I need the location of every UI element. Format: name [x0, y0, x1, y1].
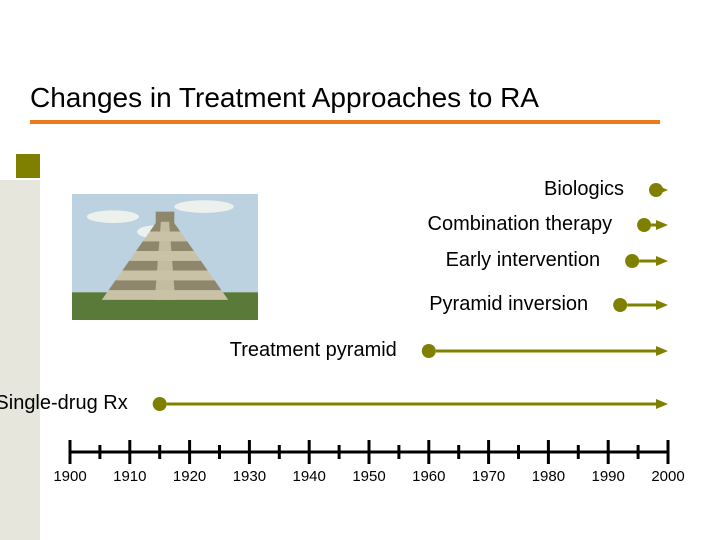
- axis-label-1950: 1950: [352, 468, 385, 485]
- entry-label-3: Pyramid inversion: [88, 293, 588, 316]
- entry-marker-2: [625, 254, 668, 268]
- entry-marker-0: [649, 183, 668, 197]
- entry-marker-4: [422, 344, 668, 358]
- axis-label-1960: 1960: [412, 468, 445, 485]
- entry-label-0: Biologics: [124, 178, 624, 201]
- axis-label-1930: 1930: [233, 468, 266, 485]
- entry-label-4: Treatment pyramid: [0, 339, 397, 362]
- entry-label-2: Early intervention: [100, 249, 600, 272]
- entry-label-1: Combination therapy: [112, 213, 612, 236]
- entry-marker-3: [613, 298, 668, 312]
- axis-label-1900: 1900: [53, 468, 86, 485]
- axis-label-1980: 1980: [532, 468, 565, 485]
- axis-label-2000: 2000: [651, 468, 684, 485]
- entry-marker-1: [637, 218, 668, 232]
- axis-label-1920: 1920: [173, 468, 206, 485]
- axis-label-1940: 1940: [293, 468, 326, 485]
- axis-label-1910: 1910: [113, 468, 146, 485]
- axis-label-1970: 1970: [472, 468, 505, 485]
- entry-marker-5: [153, 397, 668, 411]
- axis-label-1990: 1990: [592, 468, 625, 485]
- entry-label-5: Single-drug Rx: [0, 392, 128, 415]
